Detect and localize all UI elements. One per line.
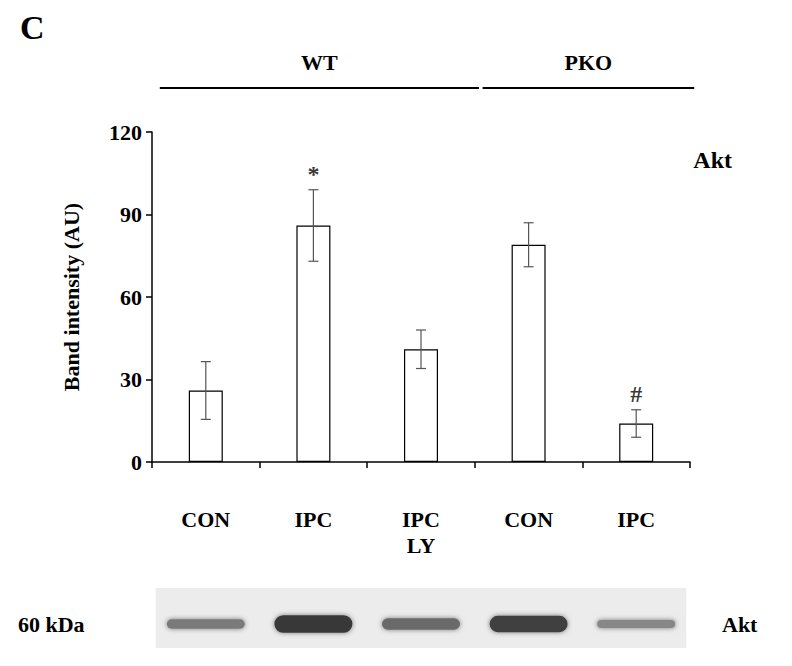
svg-text:90: 90 (120, 202, 142, 227)
svg-text:IPC: IPC (617, 507, 655, 532)
svg-text:30: 30 (120, 367, 142, 392)
svg-text:CON: CON (504, 507, 553, 532)
svg-text:IPC: IPC (294, 507, 332, 532)
svg-text:CON: CON (181, 507, 230, 532)
svg-text:60 kDa: 60 kDa (18, 612, 85, 637)
svg-text:WT: WT (301, 50, 338, 75)
svg-text:PKO: PKO (565, 50, 613, 75)
svg-text:120: 120 (109, 120, 142, 145)
svg-text:*: * (307, 161, 319, 187)
svg-text:Akt: Akt (722, 612, 758, 637)
svg-text:#: # (630, 381, 642, 407)
svg-text:LY: LY (407, 533, 436, 558)
svg-text:Akt: Akt (693, 147, 732, 173)
svg-text:Band intensity (AU): Band intensity (AU) (59, 203, 84, 391)
svg-text:60: 60 (120, 285, 142, 310)
svg-text:0: 0 (131, 450, 142, 475)
svg-text:C: C (20, 9, 45, 46)
svg-text:IPC: IPC (402, 507, 440, 532)
